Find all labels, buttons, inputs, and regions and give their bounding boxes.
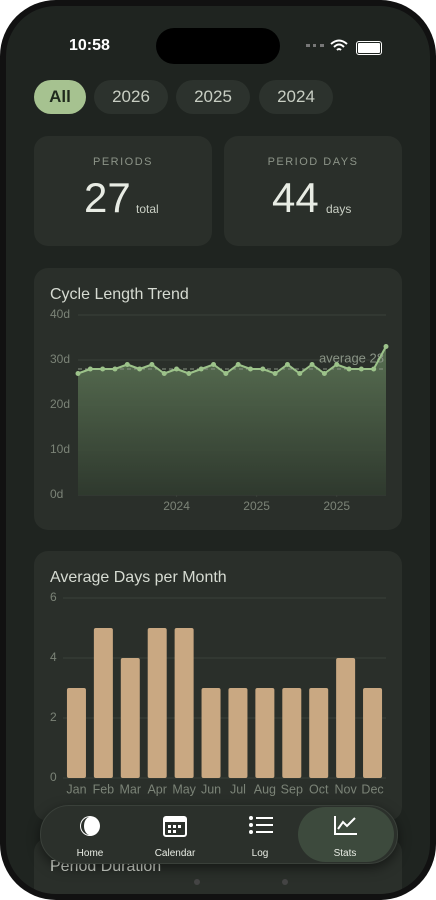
x-tick-label: Sep: [281, 782, 303, 796]
stat-label: PERIOD DAYS: [267, 156, 359, 168]
x-tick-label: Mar: [120, 782, 142, 796]
y-tick-label: 4: [50, 650, 57, 664]
bar: [255, 688, 275, 778]
x-tick-label: Jan: [66, 782, 86, 796]
bar: [336, 658, 356, 778]
area: [78, 346, 386, 495]
tab-label[interactable]: Home: [76, 848, 104, 859]
y-tick-label: 20d: [50, 397, 70, 411]
y-tick-label: 40d: [50, 307, 70, 321]
point: [297, 371, 303, 376]
x-tick-label: 2025: [323, 499, 350, 513]
point: [334, 362, 340, 367]
chart-title: Average Days per Month: [50, 569, 227, 586]
bar: [228, 688, 248, 778]
point: [100, 366, 106, 372]
average-label: average 28: [319, 350, 384, 365]
stat-unit: total: [136, 202, 159, 216]
x-tick-label: Jul: [230, 782, 246, 796]
point: [371, 366, 377, 372]
point: [309, 362, 315, 367]
point: [358, 366, 364, 372]
y-tick-label: 2: [50, 710, 57, 724]
point: [75, 371, 81, 376]
dynamic-island: [156, 28, 280, 64]
stat-value: 44: [272, 174, 319, 221]
point: [198, 366, 204, 372]
home-icon[interactable]: [78, 814, 102, 838]
point: [346, 366, 352, 372]
stat-unit: days: [326, 202, 352, 216]
stat-label: PERIODS: [92, 156, 153, 168]
point: [174, 366, 180, 372]
screen: 10:58 All 2026 2025 2024 PERIODS 27 tota…: [6, 6, 430, 894]
x-tick-label: 2025: [243, 499, 270, 513]
y-tick-label: 30d: [50, 352, 70, 366]
x-tick-label: 2024: [163, 499, 190, 513]
status-time: 10:58: [69, 37, 110, 54]
point: [149, 362, 155, 367]
point: [223, 371, 229, 376]
x-tick-label: Dec: [361, 782, 383, 796]
filter-chip[interactable]: All: [34, 80, 86, 114]
calendar-icon[interactable]: [162, 814, 188, 838]
y-tick-label: 6: [50, 590, 57, 604]
point: [247, 366, 253, 372]
point: [211, 362, 217, 367]
point: [260, 366, 266, 372]
point: [272, 371, 278, 376]
log-icon[interactable]: [248, 814, 274, 836]
bar: [174, 628, 194, 778]
bar: [147, 628, 167, 778]
point: [137, 366, 143, 372]
x-tick-label: Oct: [309, 782, 329, 796]
bar: [363, 688, 383, 778]
x-tick-label: May: [172, 782, 196, 796]
bar: [309, 688, 329, 778]
y-tick-label: 10d: [50, 442, 70, 456]
bar: [93, 628, 113, 778]
filter-chip[interactable]: 2025: [176, 80, 250, 114]
x-tick-label: Apr: [147, 782, 166, 796]
bar: [66, 688, 86, 778]
point: [186, 371, 192, 376]
wifi-icon: [330, 39, 348, 51]
point: [235, 362, 241, 367]
stat-card: PERIOD DAYS 44 days: [224, 136, 402, 246]
chart-title: Cycle Length Trend: [50, 286, 189, 303]
point: [321, 371, 327, 376]
point: [87, 366, 93, 372]
y-tick-label: 0: [50, 770, 57, 784]
stats-icon[interactable]: [333, 814, 359, 836]
page-dot: [194, 879, 200, 885]
x-tick-label: Feb: [93, 782, 115, 796]
x-tick-label: Jun: [201, 782, 221, 796]
filter-chip[interactable]: 2026: [94, 80, 168, 114]
tab-label[interactable]: Stats: [333, 848, 357, 859]
signal-icon: [306, 44, 324, 51]
stat-value: 27: [84, 174, 131, 221]
tab-label[interactable]: Calendar: [154, 848, 196, 859]
charts: 0d 10d 20d 30d 40d 2024 2025 2025 average 28 0 2 4 6…: [50, 307, 389, 796]
bar: [282, 688, 302, 778]
bar: [120, 658, 140, 778]
page-dot: [282, 879, 288, 885]
x-tick-label: Nov: [335, 782, 358, 796]
point: [124, 362, 130, 367]
point: [383, 344, 389, 349]
tab-label[interactable]: Log: [251, 848, 269, 859]
point: [161, 371, 167, 376]
point: [112, 366, 118, 372]
x-tick-label: Aug: [254, 782, 276, 796]
y-tick-label: 0d: [50, 487, 63, 501]
battery-icon: [356, 41, 382, 55]
bar: [201, 688, 221, 778]
point: [284, 362, 290, 367]
stat-card: PERIODS 27 total: [34, 136, 212, 246]
filter-chip[interactable]: 2024: [259, 80, 333, 114]
